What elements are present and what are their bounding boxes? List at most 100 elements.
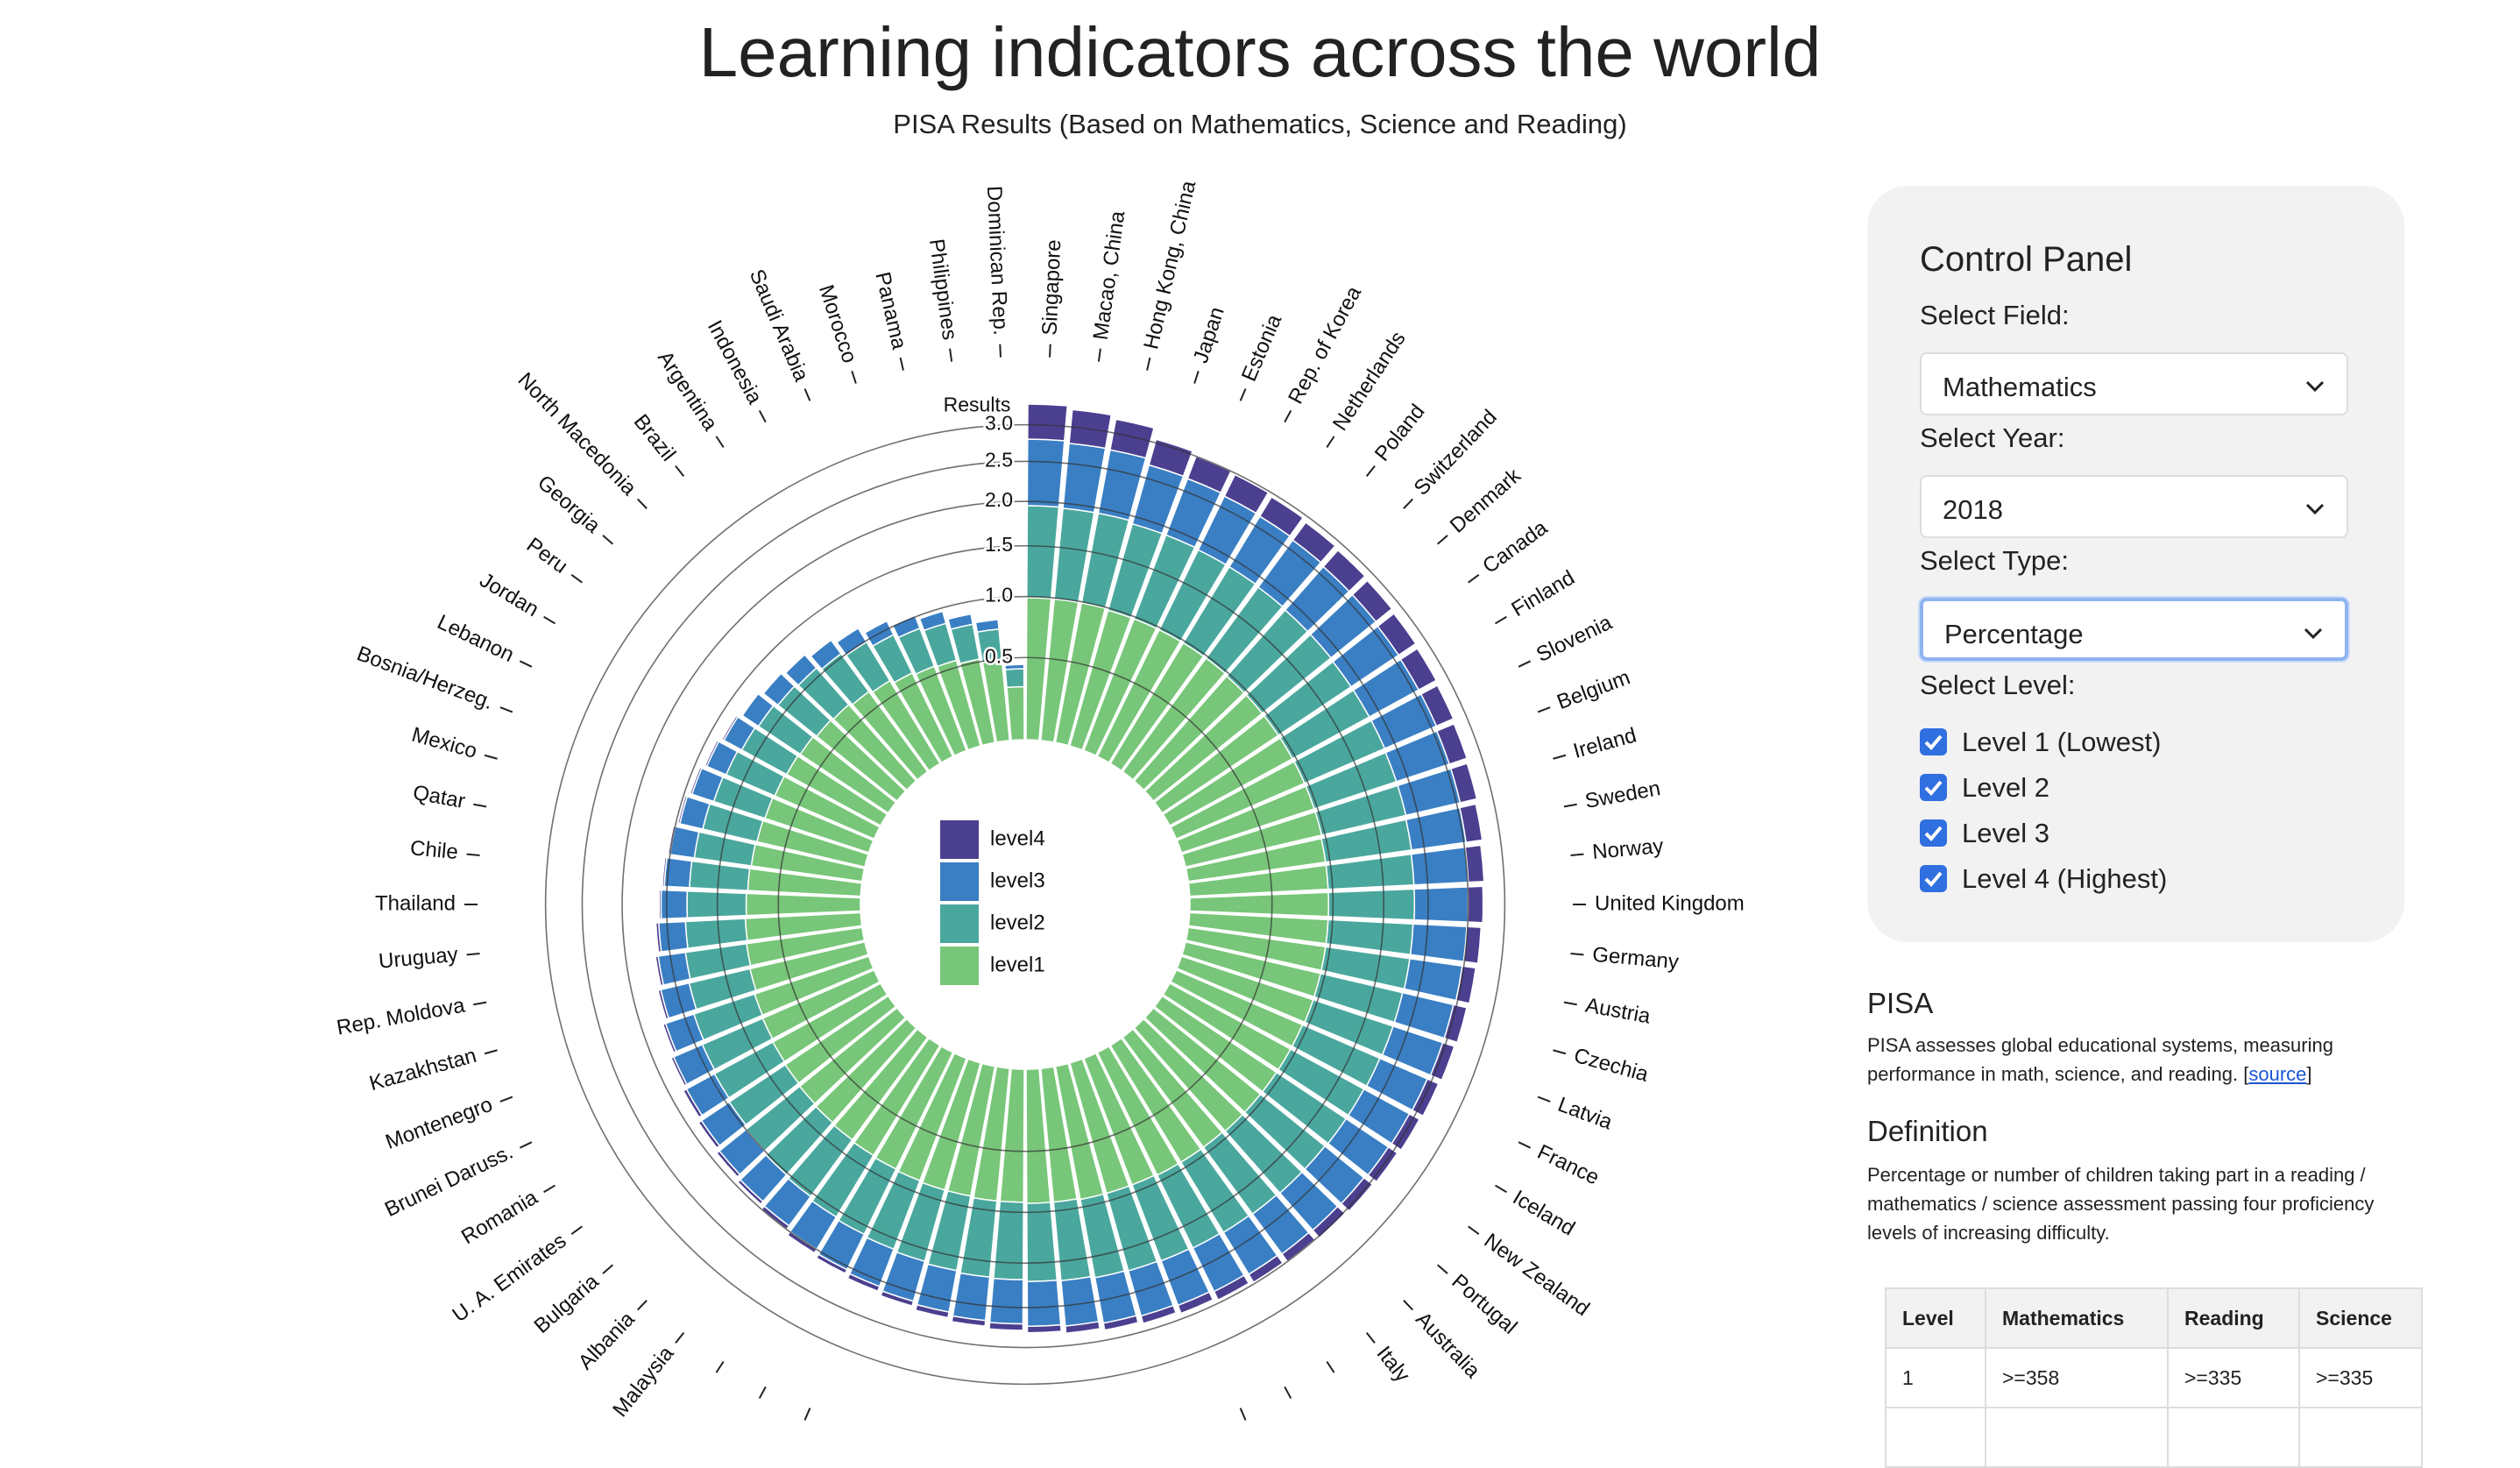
category-tick bbox=[1365, 465, 1376, 477]
bar-segment bbox=[721, 714, 740, 741]
bar-segment bbox=[1026, 505, 1060, 599]
source-link[interactable]: source bbox=[2248, 1063, 2307, 1085]
category-label: Saudi Arabia bbox=[745, 266, 814, 385]
category-tick bbox=[1365, 1332, 1376, 1344]
chevron bbox=[2304, 628, 2323, 640]
level-label: Select Level: bbox=[1920, 670, 2076, 700]
bar-segment bbox=[1419, 684, 1455, 727]
category-tick bbox=[1563, 1001, 1577, 1006]
table-row bbox=[1885, 1407, 2423, 1468]
level-option[interactable]: Level 4 (Highest) bbox=[1962, 863, 2168, 894]
category-tick bbox=[803, 1408, 811, 1421]
type-value: Percentage bbox=[1944, 619, 2084, 649]
category-label: Georgia bbox=[533, 471, 605, 538]
page-title: Learning indicators across the world bbox=[698, 13, 1822, 91]
bar-segment bbox=[1405, 806, 1468, 851]
year-value: 2018 bbox=[1943, 494, 2003, 525]
category-tick bbox=[1403, 1300, 1414, 1311]
category-tick bbox=[1495, 615, 1507, 625]
pisa-text-after: ] bbox=[2306, 1063, 2312, 1085]
bar-segment bbox=[684, 918, 748, 949]
category-tick bbox=[999, 344, 1002, 358]
legend-label: level4 bbox=[990, 826, 1045, 850]
category-tick bbox=[675, 465, 685, 477]
bar-segment bbox=[1292, 521, 1336, 564]
bars bbox=[655, 403, 1485, 1335]
level-checkbox[interactable] bbox=[1920, 865, 1947, 892]
bar-segment bbox=[846, 1273, 881, 1293]
grid-circle bbox=[777, 656, 1273, 1152]
year-select[interactable]: 2018 bbox=[1920, 475, 2348, 538]
level-checkbox[interactable] bbox=[1920, 774, 1947, 801]
header-cell: Mathematics bbox=[1985, 1287, 2169, 1349]
bar-segment bbox=[988, 1322, 1024, 1331]
bar-segment bbox=[1026, 1279, 1062, 1328]
bar-segment bbox=[655, 955, 665, 987]
category-tick bbox=[1518, 660, 1532, 668]
category-label: Argentina bbox=[653, 347, 722, 436]
bar-segment bbox=[658, 889, 662, 920]
bar-segment bbox=[745, 892, 861, 917]
grid-circle bbox=[621, 500, 1429, 1308]
category-tick bbox=[543, 1184, 556, 1194]
level-option[interactable]: Level 2 bbox=[1962, 772, 2049, 803]
bar-segment bbox=[715, 1150, 741, 1178]
level-option[interactable]: Level 3 bbox=[1962, 818, 2049, 848]
bar-segment bbox=[740, 691, 760, 717]
bar-segment bbox=[1459, 803, 1483, 844]
category-label: Chile bbox=[409, 836, 459, 864]
category-tick bbox=[1437, 1264, 1448, 1274]
pisa-text-before: PISA assesses global educational systems… bbox=[1867, 1034, 2333, 1085]
category-label: Panama bbox=[870, 270, 910, 352]
field-select[interactable]: Mathematics bbox=[1920, 352, 2348, 415]
category-tick bbox=[715, 1361, 725, 1373]
category-label: Uruguay bbox=[378, 943, 459, 974]
pisa-heading: PISA bbox=[1867, 987, 1934, 1019]
level-checkbox[interactable] bbox=[1920, 819, 1947, 847]
category-tick bbox=[1239, 388, 1247, 401]
category-tick bbox=[1146, 357, 1151, 371]
category-label: United Kingdom bbox=[1595, 891, 1745, 915]
pisa-section: PISA PISA assesses global educational sy… bbox=[1867, 987, 2393, 1247]
grid-circle bbox=[665, 544, 1385, 1265]
checkmark bbox=[1924, 871, 1943, 887]
category-label: Australia bbox=[1411, 1308, 1484, 1384]
bar-segment bbox=[1403, 957, 1463, 1002]
bar-segment bbox=[988, 1277, 1024, 1325]
bar-segment bbox=[863, 619, 888, 635]
level-option[interactable]: Level 1 (Lowest) bbox=[1962, 727, 2162, 757]
category-label: North Macedonia bbox=[513, 368, 641, 500]
bar-segment bbox=[1213, 1274, 1250, 1301]
pisa-text: PISA assesses global educational systems… bbox=[1867, 1031, 2393, 1089]
bar-segment bbox=[918, 609, 944, 620]
bar-segment bbox=[1399, 647, 1438, 691]
chevron bbox=[2305, 380, 2325, 393]
legend-label: level1 bbox=[990, 953, 1045, 976]
type-select[interactable]: Percentage bbox=[1920, 598, 2348, 661]
category-label: Philippines bbox=[924, 238, 961, 342]
bar-segment bbox=[1449, 762, 1478, 804]
bar-segment bbox=[1351, 579, 1393, 623]
bar-segment bbox=[1258, 496, 1305, 537]
category-label: Kazakhstan bbox=[367, 1044, 479, 1096]
bar-segment bbox=[1177, 1291, 1214, 1315]
bar-segment bbox=[974, 617, 999, 624]
cell: >=335 bbox=[2298, 1347, 2423, 1408]
category-label: Slovenia bbox=[1533, 611, 1616, 668]
cell: 1 bbox=[1885, 1347, 1986, 1408]
category-tick bbox=[484, 754, 498, 760]
category-tick bbox=[1049, 344, 1051, 358]
category-tick bbox=[570, 574, 583, 584]
grid-circle bbox=[716, 595, 1334, 1214]
level-checkbox[interactable] bbox=[1920, 728, 1947, 755]
category-label: Poland bbox=[1370, 400, 1430, 465]
category-tick bbox=[543, 615, 556, 625]
bar-segment bbox=[662, 1022, 677, 1053]
category-tick bbox=[499, 706, 513, 713]
bar-segment bbox=[1340, 1176, 1374, 1212]
bar-segment bbox=[1148, 438, 1194, 478]
bar-segment bbox=[657, 920, 689, 953]
bar-segment bbox=[1464, 844, 1485, 883]
category-tick bbox=[1553, 754, 1567, 760]
category-label: Hong Kong, China bbox=[1139, 178, 1200, 351]
